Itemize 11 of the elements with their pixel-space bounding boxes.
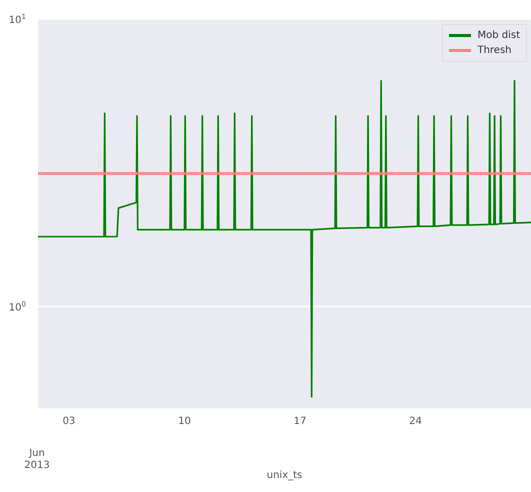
x-tick-label: 10 [178, 416, 191, 428]
y-tick-label: 10$^{0}$ [8, 300, 26, 314]
x-tick-label: 03 [62, 416, 76, 428]
legend-label: Mob dist [477, 30, 520, 41]
x-tick-label: 24 [409, 416, 422, 428]
text: Jun 2013 [23, 448, 51, 472]
y-tick-label: 10$^{1}$ [8, 13, 26, 26]
x-axis-title: unix_ts [266, 470, 302, 481]
x-tick-label: 17 [294, 416, 306, 428]
legend-label: Thresh [477, 45, 512, 56]
line-series [38, 80, 531, 398]
